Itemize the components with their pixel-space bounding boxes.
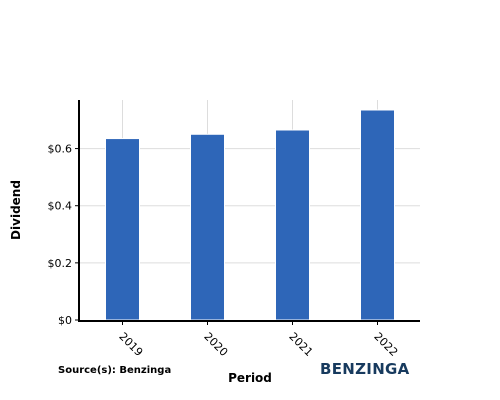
source-label: Source(s): Benzinga [58,365,171,376]
y-axis-label: Dividend [9,180,23,240]
bar-2021 [275,129,310,321]
y-tick-label: $0.4 [48,200,73,213]
benzinga-logo: BENZINGA [320,360,410,378]
y-ticks: $0 $0.2 $0.4 $0.6 [48,143,79,327]
x-ticks: 2019 2020 2021 2022 [116,321,400,359]
axes [78,100,420,322]
x-axis-label: Period [228,371,272,385]
x-tick-label: 2020 [201,330,230,359]
bar-2019 [105,138,140,321]
x-tick-label: 2019 [116,330,145,359]
bars-group [105,109,395,321]
bar-2020 [190,133,225,321]
y-tick-label: $0 [58,314,72,327]
y-tick-label: $0.2 [48,257,73,270]
x-tick-label: 2022 [371,330,400,359]
y-tick-label: $0.6 [48,143,73,156]
x-tick-label: 2021 [286,330,315,359]
bar-2022 [360,109,395,321]
